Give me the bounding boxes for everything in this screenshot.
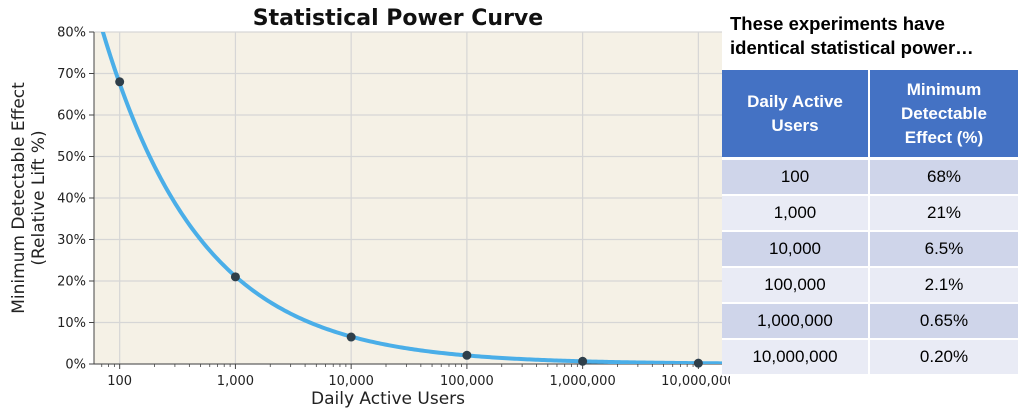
cell-users: 1,000 bbox=[722, 195, 870, 232]
data-point bbox=[578, 356, 588, 366]
y-tick-label: 70% bbox=[57, 67, 86, 82]
cell-effect: 6.5% bbox=[869, 231, 1018, 268]
cell-users: 1,000,000 bbox=[722, 303, 870, 340]
x-tick-label: 10,000 bbox=[328, 374, 374, 389]
table-header-row: Daily Active Users Minimum Detectable Ef… bbox=[722, 70, 1018, 160]
cell-effect: 2.1% bbox=[869, 267, 1018, 304]
header-daily-active-users: Daily Active Users bbox=[722, 70, 870, 160]
y-tick-label: 30% bbox=[57, 233, 86, 248]
table-row: 1,000 21% bbox=[722, 195, 1018, 232]
x-axis-title: Daily Active Users bbox=[311, 389, 465, 409]
cell-users: 100,000 bbox=[722, 267, 870, 304]
side-heading: These experiments have identical statist… bbox=[730, 12, 1020, 60]
cell-users: 10,000,000 bbox=[722, 339, 870, 376]
header-minimum-detectable-effect: Minimum Detectable Effect (%) bbox=[869, 70, 1018, 160]
data-point bbox=[115, 77, 125, 87]
y-tick-label: 0% bbox=[65, 358, 86, 373]
y-axis-title: Minimum Detectable Effect(Relative Lift … bbox=[9, 82, 49, 314]
x-tick-label: 1,000 bbox=[217, 374, 254, 389]
cell-effect: 0.20% bbox=[869, 339, 1018, 376]
side-heading-line: identical statistical power… bbox=[730, 37, 974, 58]
y-tick-label: 60% bbox=[57, 109, 86, 124]
y-axis-title-line: Minimum Detectable Effect bbox=[9, 82, 29, 314]
power-curve-line bbox=[100, 32, 722, 364]
x-tick-label: 10,000,000 bbox=[661, 374, 730, 389]
side-heading-line: These experiments have bbox=[730, 13, 945, 34]
data-point bbox=[462, 350, 472, 360]
data-point bbox=[693, 358, 703, 368]
y-tick-label: 10% bbox=[57, 316, 86, 331]
table-row: 10,000,000 0.20% bbox=[722, 339, 1018, 376]
cell-effect: 0.65% bbox=[869, 303, 1018, 340]
power-curve-svg: 100 1,000 10,000 100,000 1,000,000 10,000,000… bbox=[9, 6, 730, 409]
x-tick-label: 100,000 bbox=[440, 374, 494, 389]
cell-users: 10,000 bbox=[722, 231, 870, 268]
x-tick-label: 100 bbox=[107, 374, 132, 389]
y-axis-title-line: (Relative Lift %) bbox=[29, 130, 49, 265]
data-point bbox=[346, 332, 356, 342]
table-row: 100 68% bbox=[722, 158, 1018, 196]
y-tick-label: 20% bbox=[57, 275, 86, 290]
y-tick-label: 40% bbox=[57, 192, 86, 207]
chart-title: Statistical Power Curve bbox=[253, 6, 543, 31]
table-row: 1,000,000 0.65% bbox=[722, 303, 1018, 340]
mde-table: Daily Active Users Minimum Detectable Ef… bbox=[722, 70, 1018, 376]
cell-effect: 21% bbox=[869, 195, 1018, 232]
x-tick-label: 1,000,000 bbox=[550, 374, 616, 389]
data-point bbox=[230, 272, 240, 282]
y-tick-label: 50% bbox=[57, 150, 86, 165]
power-curve-chart: 100 1,000 10,000 100,000 1,000,000 10,000,000… bbox=[9, 6, 730, 409]
cell-users: 100 bbox=[722, 158, 870, 196]
table-row: 10,000 6.5% bbox=[722, 231, 1018, 268]
y-tick-label: 80% bbox=[57, 26, 86, 41]
cell-effect: 68% bbox=[869, 158, 1018, 196]
table-row: 100,000 2.1% bbox=[722, 267, 1018, 304]
